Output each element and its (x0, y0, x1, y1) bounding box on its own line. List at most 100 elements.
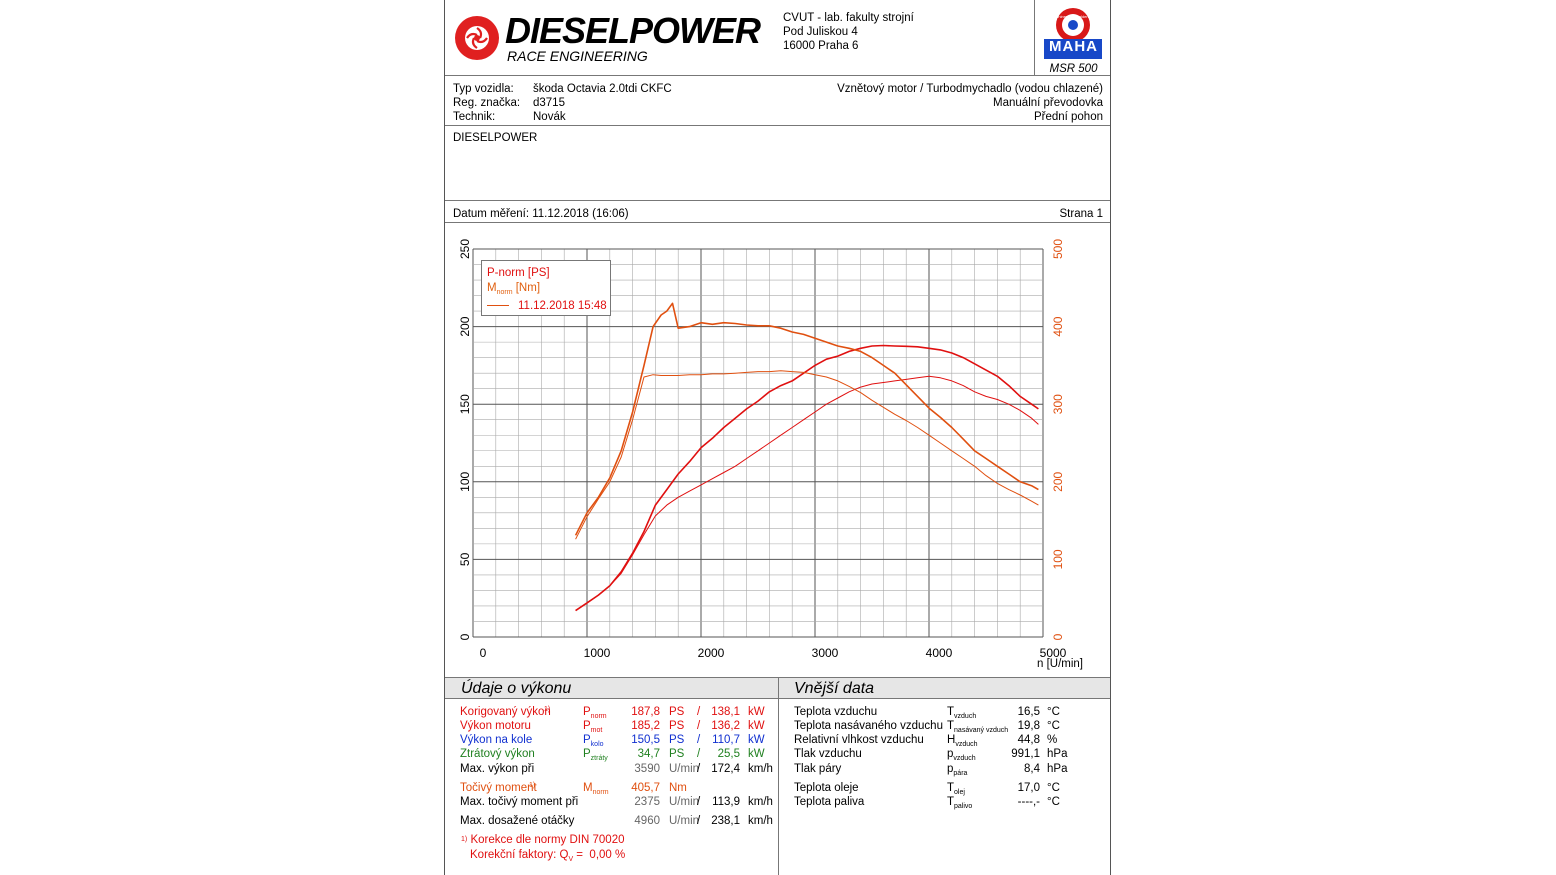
y-left-tick-label: 150 (458, 394, 472, 414)
power-curve-0 (575, 344, 1039, 612)
engine-type: Vznětový motor / Turbodmychadlo (vodou c… (837, 83, 1103, 95)
perf-row-separator: / (697, 763, 701, 775)
y-left-tick-label: 200 (458, 316, 472, 336)
legend-run-line (487, 305, 509, 306)
drive-type: Přední pohon (1033, 111, 1103, 123)
perf-row-value-1: 34,7 (637, 748, 660, 760)
ext-row-value: 17,0 (1017, 782, 1040, 794)
perf-row-label: Max. výkon při (460, 763, 535, 775)
address-line-1: CVUT - lab. fakulty strojní (783, 12, 914, 24)
vehicle-reg-value: d3715 (533, 97, 565, 109)
ext-row-label: Tlak vzduchu (794, 748, 862, 760)
perf-row-value-2: 113,9 (712, 796, 740, 808)
ext-row-symbol: Tolej (947, 782, 965, 796)
ext-header: Vnější data (779, 678, 1110, 699)
y-left-tick-label: 0 (458, 633, 472, 640)
turbo-logo-icon (455, 16, 499, 60)
ext-row-label: Teplota paliva (794, 796, 865, 808)
torque-curve-2 (574, 302, 1039, 536)
perf-row-unit-2: kW (748, 734, 765, 746)
ext-row-label: Tlak páry (794, 763, 842, 775)
vehicle-tech-label: Technik: (453, 111, 496, 123)
vehicle-type-label: Typ vozidla: (453, 83, 514, 95)
divider-note (445, 200, 1110, 201)
perf-row-value-1: 4960 (634, 815, 660, 827)
perf-row-value-1: 150,5 (631, 734, 660, 746)
perf-row-unit-2: kW (748, 706, 765, 718)
y-right-tick-label: 500 (1051, 239, 1065, 259)
ext-row-label: Teplota oleje (794, 782, 859, 794)
legend-power: P-norm [PS] (487, 267, 550, 279)
divider-date (445, 222, 1110, 223)
ext-row-value: 16,5 (1017, 706, 1040, 718)
perf-row-value-2: 136,2 (711, 720, 740, 732)
perf-row-value-2: 238,1 (711, 815, 740, 827)
perf-row-separator: / (697, 734, 701, 746)
perf-row-symbol: Pmot (583, 720, 603, 734)
ext-row-symbol: ppára (947, 763, 968, 777)
ext-row-value: 991,1 (1011, 748, 1040, 760)
chart-legend: P-norm [PS] Mnorm [Nm] 11.12.2018 15:48 (481, 260, 611, 316)
perf-row-value-1: 185,2 (631, 720, 660, 732)
ext-row-symbol: Tvzduch (947, 706, 977, 720)
perf-row-label: Točivý moment (460, 782, 537, 794)
ext-row-unit: °C (1047, 782, 1060, 794)
maha-logo-box: Maschinenbau Haldenwang MAHA MSR 500 (1034, 0, 1112, 75)
perf-row-separator: / (697, 815, 701, 827)
perf-row-label: Výkon na kole (460, 734, 533, 746)
ext-row-symbol: pvzduch (947, 748, 976, 762)
x-tick-label: 0 (480, 646, 487, 660)
ext-row-label: Teplota nasávaného vzduchu (794, 720, 943, 732)
perf-row-unit-2: km/h (748, 796, 773, 808)
perf-row-separator: / (697, 720, 701, 732)
perf-row-value-1: 3590 (634, 763, 660, 775)
divider-vertical (778, 678, 779, 875)
divider-chart (445, 677, 1110, 678)
y-right-tick-label: 100 (1051, 549, 1065, 569)
ext-row-value: 8,4 (1024, 763, 1040, 775)
device-name: MSR 500 (1049, 63, 1098, 75)
perf-row-unit-2: km/h (748, 815, 773, 827)
divider-header (445, 75, 1110, 76)
perf-row-value-1: 405,7 (631, 782, 660, 794)
ext-row-symbol: Hvzduch (947, 734, 978, 748)
ext-title: Vnější data (794, 680, 875, 697)
maha-logo-icon (1044, 8, 1102, 59)
perf-row-separator: / (697, 796, 701, 808)
y-left-tick-label: 250 (458, 239, 472, 259)
perf-row-separator: / (697, 706, 701, 718)
y-right-tick-label: 0 (1051, 633, 1065, 640)
ext-row-unit: °C (1047, 720, 1060, 732)
perf-title: Údaje o výkonu (461, 680, 572, 697)
legend-torque: Mnorm [Nm] (487, 282, 541, 296)
address-line-3: 16000 Praha 6 (783, 40, 859, 52)
ext-row-value: 44,8 (1017, 734, 1040, 746)
perf-row-separator: / (697, 748, 701, 760)
ext-row-symbol: Tpalivo (947, 796, 973, 810)
ext-row-unit: hPa (1047, 763, 1068, 775)
perf-row-label: Max. dosažené otáčky (460, 815, 575, 827)
perf-row-unit-2: kW (748, 748, 765, 760)
perf-row-value-2: 110,7 (712, 734, 740, 746)
y-right-tick-label: 400 (1051, 316, 1065, 336)
maha-logo-text: MAHA (1049, 38, 1098, 55)
x-tick-label: 5000 (1040, 646, 1067, 660)
logo-title: DIESELPOWER (505, 10, 761, 51)
perf-row-label: Korigovaný výkon (460, 706, 551, 718)
power-curve-1 (575, 375, 1039, 612)
ext-row-unit: °C (1047, 796, 1060, 808)
perf-row-symbol: Mnorm (583, 782, 609, 796)
vehicle-reg-label: Reg. značka: (453, 97, 521, 109)
perf-row-unit-2: km/h (748, 763, 773, 775)
perf-row-unit-2: kW (748, 720, 765, 732)
x-tick-label: 3000 (812, 646, 839, 660)
ext-row-value: ----,- (1017, 796, 1040, 808)
y-left-tick-label: 100 (458, 471, 472, 491)
perf-row-symbol: Pnorm (583, 706, 607, 720)
perf-row-unit-1: PS (669, 748, 685, 760)
ext-row-unit: % (1047, 734, 1058, 746)
perf-row-footnote-mark: 1) (544, 706, 551, 713)
perf-row-unit-1: PS (669, 734, 685, 746)
perf-row-unit-1: PS (669, 706, 685, 718)
perf-row-value-2: 172,4 (711, 763, 740, 775)
